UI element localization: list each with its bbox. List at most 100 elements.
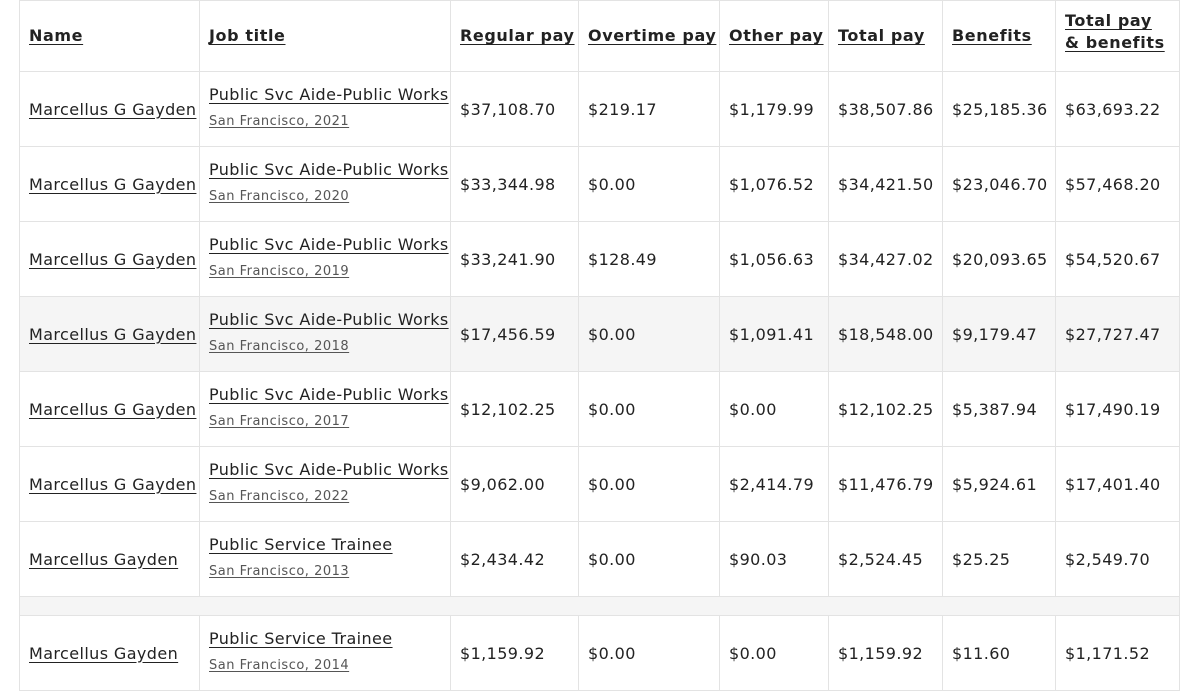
cell-overtime-pay: $0.00 xyxy=(578,521,720,597)
table-row: Marcellus G Gayden Public Svc Aide-Publi… xyxy=(19,371,1180,447)
cell-overtime-pay: $0.00 xyxy=(578,446,720,522)
table-row: Marcellus Gayden Public Service Trainee S… xyxy=(19,521,1180,597)
table-row: Marcellus G Gayden Public Svc Aide-Publi… xyxy=(19,446,1180,522)
cell-other-pay: $1,076.52 xyxy=(719,146,829,222)
cell-regular-pay: $33,241.90 xyxy=(450,221,579,297)
cell-total-pay: $1,159.92 xyxy=(828,615,943,691)
row-separator xyxy=(19,596,1180,616)
cell-total-pay-benefits: $2,549.70 xyxy=(1055,521,1180,597)
cell-job: Public Service Trainee San Francisco, 201… xyxy=(199,615,451,691)
cell-name: Marcellus Gayden xyxy=(19,521,200,597)
cell-job: Public Service Trainee San Francisco, 201… xyxy=(199,521,451,597)
header-total-pay-benefits[interactable]: Total pay & benefits xyxy=(1055,0,1180,72)
cell-name: Marcellus G Gayden xyxy=(19,221,200,297)
job-title-link[interactable]: Public Svc Aide-Public Works xyxy=(209,85,449,104)
cell-regular-pay: $33,344.98 xyxy=(450,146,579,222)
cell-job: Public Svc Aide-Public Works San Francisc… xyxy=(199,371,451,447)
cell-other-pay: $0.00 xyxy=(719,615,829,691)
cell-name: Marcellus G Gayden xyxy=(19,146,200,222)
cell-job: Public Svc Aide-Public Works San Francisc… xyxy=(199,146,451,222)
employee-name-link[interactable]: Marcellus G Gayden xyxy=(29,474,197,494)
employee-name-link[interactable]: Marcellus G Gayden xyxy=(29,99,197,119)
table-row: Marcellus G Gayden Public Svc Aide-Publi… xyxy=(19,146,1180,222)
agency-year-link[interactable]: San Francisco, 2017 xyxy=(209,414,350,429)
cell-other-pay: $0.00 xyxy=(719,371,829,447)
cell-name: Marcellus Gayden xyxy=(19,615,200,691)
cell-job: Public Svc Aide-Public Works San Francisc… xyxy=(199,221,451,297)
cell-regular-pay: $1,159.92 xyxy=(450,615,579,691)
cell-other-pay: $1,056.63 xyxy=(719,221,829,297)
cell-other-pay: $90.03 xyxy=(719,521,829,597)
cell-total-pay-benefits: $17,490.19 xyxy=(1055,371,1180,447)
cell-regular-pay: $12,102.25 xyxy=(450,371,579,447)
cell-benefits: $25.25 xyxy=(942,521,1056,597)
header-row: Name Job title Regular pay Overtime pay … xyxy=(19,0,1180,72)
agency-year-link[interactable]: San Francisco, 2014 xyxy=(209,658,350,673)
cell-total-pay: $38,507.86 xyxy=(828,71,943,147)
cell-name: Marcellus G Gayden xyxy=(19,371,200,447)
cell-other-pay: $1,179.99 xyxy=(719,71,829,147)
cell-name: Marcellus G Gayden xyxy=(19,71,200,147)
cell-job: Public Svc Aide-Public Works San Francisc… xyxy=(199,71,451,147)
cell-overtime-pay: $0.00 xyxy=(578,146,720,222)
job-title-link[interactable]: Public Svc Aide-Public Works xyxy=(209,235,449,254)
agency-year-link[interactable]: San Francisco, 2013 xyxy=(209,564,350,579)
cell-regular-pay: $9,062.00 xyxy=(450,446,579,522)
table-body: Marcellus G Gayden Public Svc Aide-Publi… xyxy=(19,71,1180,691)
cell-benefits: $20,093.65 xyxy=(942,221,1056,297)
cell-total-pay: $11,476.79 xyxy=(828,446,943,522)
header-regular-pay[interactable]: Regular pay xyxy=(450,0,579,72)
cell-overtime-pay: $0.00 xyxy=(578,615,720,691)
agency-year-link[interactable]: San Francisco, 2019 xyxy=(209,264,350,279)
agency-year-link[interactable]: San Francisco, 2022 xyxy=(209,489,350,504)
job-title-link[interactable]: Public Service Trainee xyxy=(209,629,393,648)
employee-name-link[interactable]: Marcellus G Gayden xyxy=(29,174,197,194)
cell-overtime-pay: $128.49 xyxy=(578,221,720,297)
employee-name-link[interactable]: Marcellus Gayden xyxy=(29,549,179,569)
job-title-link[interactable]: Public Service Trainee xyxy=(209,535,393,554)
cell-benefits: $25,185.36 xyxy=(942,71,1056,147)
job-title-link[interactable]: Public Svc Aide-Public Works xyxy=(209,460,449,479)
separator-cell xyxy=(19,596,1180,616)
cell-regular-pay: $2,434.42 xyxy=(450,521,579,597)
table-row: Marcellus G Gayden Public Svc Aide-Publi… xyxy=(19,296,1180,372)
cell-total-pay-benefits: $54,520.67 xyxy=(1055,221,1180,297)
cell-other-pay: $2,414.79 xyxy=(719,446,829,522)
cell-total-pay: $34,427.02 xyxy=(828,221,943,297)
table-row: Marcellus Gayden Public Service Trainee S… xyxy=(19,615,1180,691)
cell-total-pay-benefits: $63,693.22 xyxy=(1055,71,1180,147)
cell-job: Public Svc Aide-Public Works San Francisc… xyxy=(199,296,451,372)
table-row: Marcellus G Gayden Public Svc Aide-Publi… xyxy=(19,71,1180,147)
employee-name-link[interactable]: Marcellus G Gayden xyxy=(29,324,197,344)
cell-total-pay: $34,421.50 xyxy=(828,146,943,222)
cell-total-pay-benefits: $27,727.47 xyxy=(1055,296,1180,372)
cell-total-pay: $2,524.45 xyxy=(828,521,943,597)
header-benefits[interactable]: Benefits xyxy=(942,0,1056,72)
cell-regular-pay: $37,108.70 xyxy=(450,71,579,147)
header-overtime-pay[interactable]: Overtime pay xyxy=(578,0,720,72)
cell-benefits: $11.60 xyxy=(942,615,1056,691)
header-job-title[interactable]: Job title xyxy=(199,0,451,72)
job-title-link[interactable]: Public Svc Aide-Public Works xyxy=(209,310,449,329)
cell-benefits: $5,387.94 xyxy=(942,371,1056,447)
cell-benefits: $5,924.61 xyxy=(942,446,1056,522)
cell-total-pay: $12,102.25 xyxy=(828,371,943,447)
cell-total-pay-benefits: $57,468.20 xyxy=(1055,146,1180,222)
employee-name-link[interactable]: Marcellus G Gayden xyxy=(29,399,197,419)
employee-name-link[interactable]: Marcellus G Gayden xyxy=(29,249,197,269)
cell-total-pay: $18,548.00 xyxy=(828,296,943,372)
cell-benefits: $23,046.70 xyxy=(942,146,1056,222)
cell-overtime-pay: $0.00 xyxy=(578,296,720,372)
employee-name-link[interactable]: Marcellus Gayden xyxy=(29,643,179,663)
header-total-pay[interactable]: Total pay xyxy=(828,0,943,72)
table-header: Name Job title Regular pay Overtime pay … xyxy=(19,0,1180,72)
header-other-pay[interactable]: Other pay xyxy=(719,0,829,72)
job-title-link[interactable]: Public Svc Aide-Public Works xyxy=(209,385,449,404)
agency-year-link[interactable]: San Francisco, 2020 xyxy=(209,189,350,204)
agency-year-link[interactable]: San Francisco, 2018 xyxy=(209,339,350,354)
header-name[interactable]: Name xyxy=(19,0,200,72)
cell-benefits: $9,179.47 xyxy=(942,296,1056,372)
agency-year-link[interactable]: San Francisco, 2021 xyxy=(209,114,350,129)
cell-overtime-pay: $219.17 xyxy=(578,71,720,147)
job-title-link[interactable]: Public Svc Aide-Public Works xyxy=(209,160,449,179)
